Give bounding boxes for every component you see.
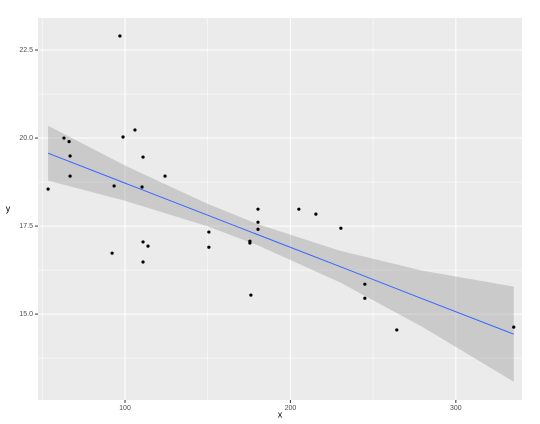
point [146, 244, 150, 248]
point [141, 155, 145, 159]
point [141, 240, 145, 244]
y-axis-title: y [6, 203, 11, 213]
y-tick-label: 22.5 [19, 47, 33, 54]
point [339, 226, 343, 230]
panel [38, 18, 522, 400]
point [62, 136, 66, 140]
point [297, 207, 301, 211]
point [395, 328, 399, 332]
point [249, 293, 253, 297]
point [121, 135, 125, 139]
point [163, 174, 167, 178]
point [140, 185, 144, 189]
point [68, 154, 72, 158]
point [68, 174, 72, 178]
y-tick-label: 17.5 [19, 223, 33, 230]
point [363, 282, 367, 286]
point [314, 212, 318, 216]
x-tick-label: 200 [285, 405, 297, 412]
point [207, 230, 211, 234]
point [118, 34, 122, 38]
x-axis-title: x [278, 409, 283, 419]
y-tick-label: 15.0 [19, 311, 33, 318]
point [512, 325, 516, 329]
confidence-band [48, 125, 514, 382]
x-tick-label: 300 [450, 405, 462, 412]
point [110, 251, 114, 255]
point [256, 207, 260, 211]
point [133, 128, 137, 132]
point [256, 227, 260, 231]
y-tick-label: 20.0 [19, 135, 33, 142]
point [248, 241, 252, 245]
point [112, 184, 116, 188]
point [46, 187, 50, 191]
point [141, 260, 145, 264]
point [363, 296, 367, 300]
point [67, 139, 71, 144]
point [256, 220, 260, 224]
regression-line [47, 152, 514, 335]
x-tick-label: 100 [119, 405, 131, 412]
point [207, 245, 211, 249]
